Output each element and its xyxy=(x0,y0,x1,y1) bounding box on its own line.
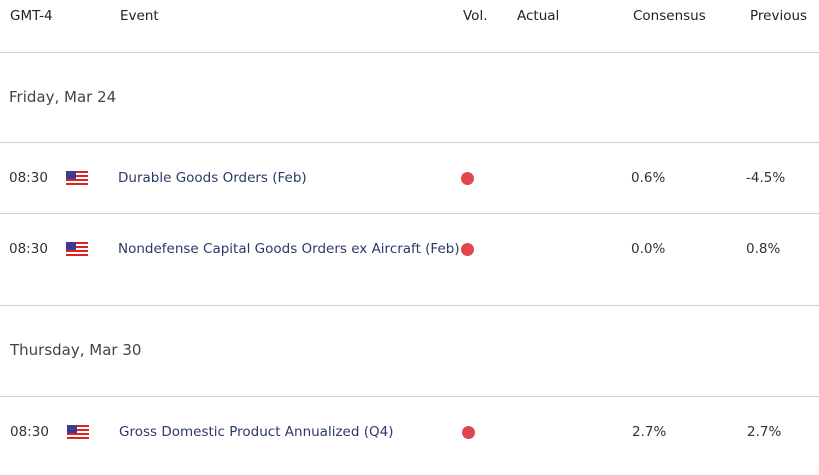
previous-value: -4.5% xyxy=(746,170,786,186)
previous-value: 2.7% xyxy=(747,424,782,440)
divider xyxy=(0,396,819,397)
divider xyxy=(0,52,819,53)
consensus-value: 0.0% xyxy=(631,241,666,257)
date-heading: Friday, Mar 24 xyxy=(9,88,117,106)
divider xyxy=(0,213,819,214)
event-time: 08:30 xyxy=(10,424,49,440)
high-volatility-icon xyxy=(461,243,474,256)
header-vol: Vol. xyxy=(463,8,488,24)
us-flag-icon xyxy=(66,242,88,256)
us-flag-icon xyxy=(67,425,89,439)
header-previous: Previous xyxy=(750,8,808,24)
event-time: 08:30 xyxy=(9,170,48,186)
date-heading: Thursday, Mar 30 xyxy=(10,341,142,359)
previous-value: 0.8% xyxy=(746,241,781,257)
header-actual: Actual xyxy=(517,8,560,24)
consensus-value: 0.6% xyxy=(631,170,666,186)
header-consensus: Consensus xyxy=(633,8,706,24)
event-name[interactable]: Gross Domestic Product Annualized (Q4) xyxy=(119,424,394,440)
us-flag-icon xyxy=(66,171,88,185)
event-name[interactable]: Nondefense Capital Goods Orders ex Aircr… xyxy=(118,241,460,257)
divider xyxy=(0,142,819,143)
header-timezone[interactable]: GMT-4 xyxy=(10,8,53,24)
divider xyxy=(0,305,819,306)
high-volatility-icon xyxy=(462,426,475,439)
event-name[interactable]: Durable Goods Orders (Feb) xyxy=(118,170,307,186)
high-volatility-icon xyxy=(461,172,474,185)
event-time: 08:30 xyxy=(9,241,48,257)
consensus-value: 2.7% xyxy=(632,424,667,440)
header-event: Event xyxy=(120,8,159,24)
